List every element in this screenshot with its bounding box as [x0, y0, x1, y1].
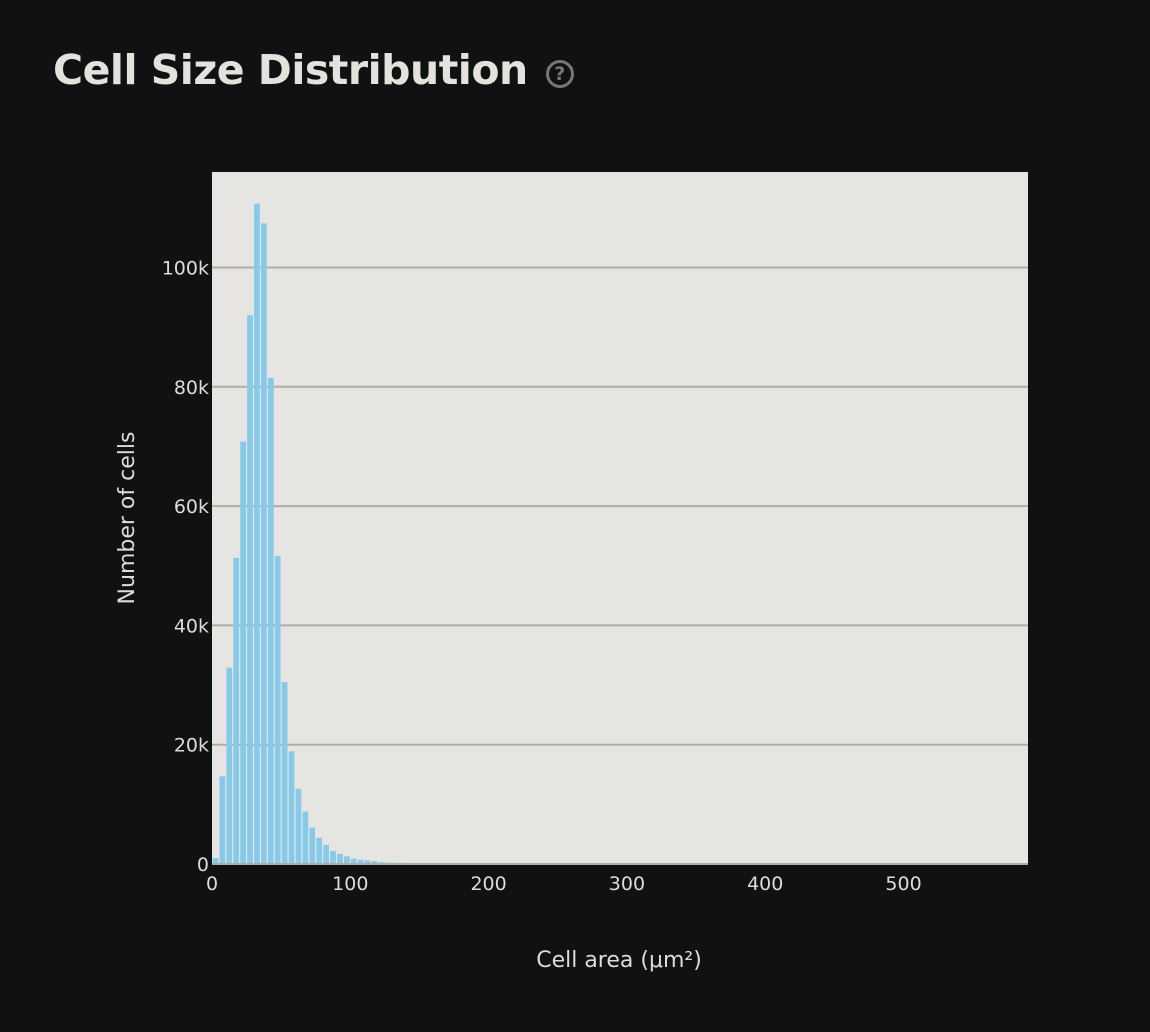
histogram-bar[interactable]	[274, 556, 281, 864]
y-axis-title: Number of cells	[115, 432, 140, 605]
page-title: Cell Size Distribution	[53, 46, 528, 94]
histogram-bar[interactable]	[337, 853, 343, 864]
x-axis-title: Cell area (μm²)	[536, 948, 702, 973]
histogram-bar[interactable]	[288, 751, 295, 864]
x-axis-ticks: 0 100 200 300 400 500	[206, 873, 922, 895]
histogram-bar[interactable]	[302, 811, 309, 864]
histogram-bar[interactable]	[357, 859, 364, 864]
histogram-bar[interactable]	[247, 315, 253, 864]
histogram-bar[interactable]	[316, 837, 323, 864]
gridlines	[212, 266, 1028, 746]
y-tick-label: 0	[197, 854, 209, 876]
x-tick-label: 400	[747, 873, 783, 895]
histogram-bar[interactable]	[281, 682, 288, 864]
question-circle-icon[interactable]: ?	[545, 60, 574, 88]
x-tick-label: 0	[206, 873, 218, 895]
histogram-bar[interactable]	[219, 776, 226, 864]
histogram-bar[interactable]	[212, 858, 219, 864]
y-axis-ticks: 0 20k 40k 60k 80k 100k	[162, 257, 209, 876]
y-tick-label: 80k	[174, 377, 209, 399]
x-tick-label: 100	[332, 873, 368, 895]
y-tick-label: 20k	[174, 735, 209, 757]
x-tick-label: 500	[885, 873, 921, 895]
histogram-bar[interactable]	[350, 858, 357, 864]
y-tick-label: 100k	[162, 257, 209, 279]
x-tick-label: 300	[609, 873, 645, 895]
header: Cell Size Distribution ?	[53, 40, 574, 100]
histogram-bar[interactable]	[267, 377, 274, 864]
histogram-bar[interactable]	[309, 827, 316, 864]
histogram-bar[interactable]	[371, 861, 378, 864]
histogram-bar[interactable]	[295, 788, 302, 864]
histogram-bar[interactable]	[323, 844, 329, 864]
histogram-bar[interactable]	[261, 223, 267, 864]
plot-area	[212, 172, 1028, 864]
y-tick-label: 40k	[174, 615, 209, 637]
bars	[212, 203, 606, 864]
x-tick-label: 200	[470, 873, 506, 895]
histogram-bar[interactable]	[240, 441, 246, 864]
y-tick-label: 60k	[174, 496, 209, 518]
histogram-bar[interactable]	[343, 856, 350, 864]
histogram-bar[interactable]	[330, 850, 336, 864]
histogram-bar[interactable]	[226, 667, 233, 864]
histogram-bar[interactable]	[254, 203, 260, 864]
histogram-bar[interactable]	[233, 557, 240, 864]
histogram-bar[interactable]	[364, 860, 371, 864]
